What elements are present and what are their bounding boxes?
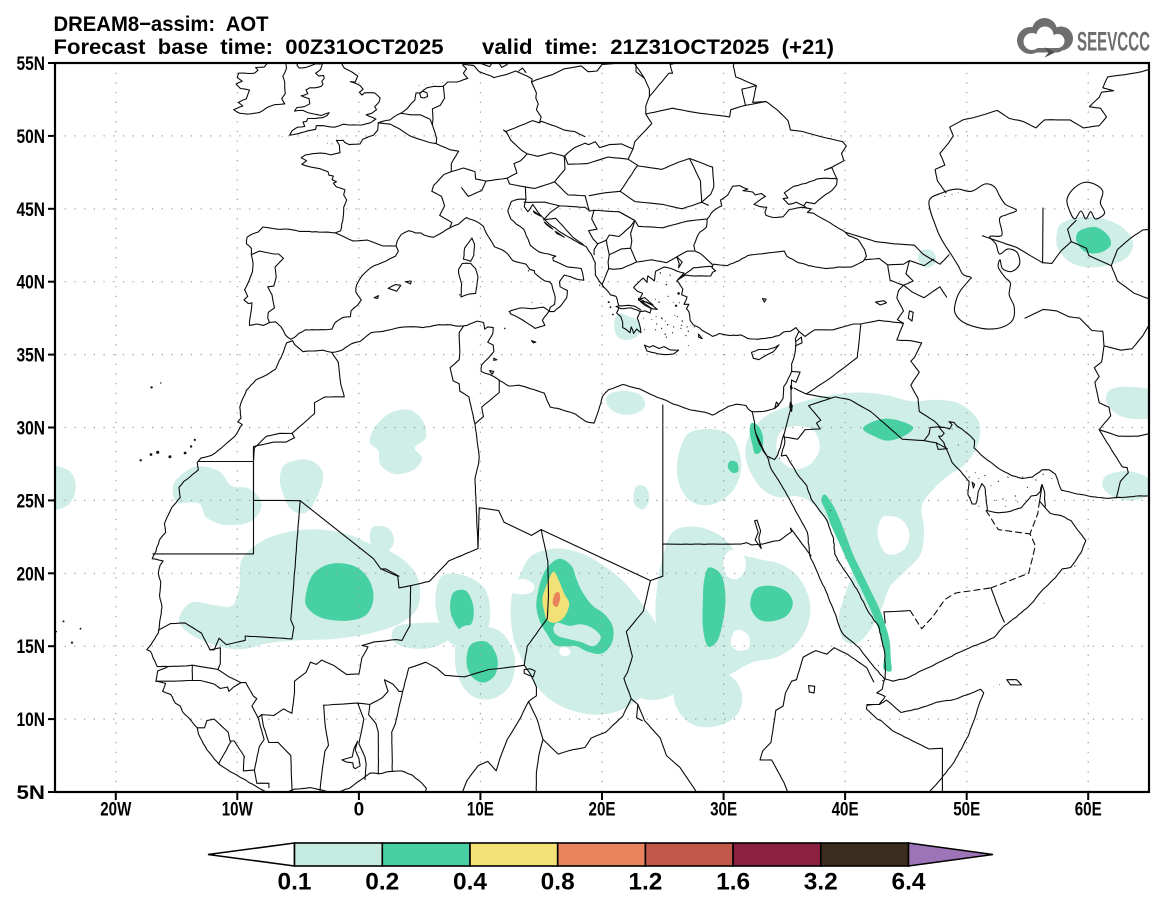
svg-text:1.2: 1.2 [628, 869, 662, 896]
svg-text:10W: 10W [222, 800, 253, 821]
svg-text:5N: 5N [17, 783, 46, 804]
svg-text:45N: 45N [17, 200, 46, 221]
svg-text:30N: 30N [17, 419, 46, 440]
svg-text:0.2: 0.2 [365, 869, 399, 896]
svg-text:40N: 40N [17, 273, 46, 294]
svg-text:0.8: 0.8 [541, 869, 575, 896]
svg-text:20W: 20W [100, 800, 131, 821]
svg-text:20E: 20E [589, 800, 616, 821]
svg-text:50E: 50E [953, 800, 980, 821]
svg-text:0.4: 0.4 [453, 869, 488, 896]
svg-text:40E: 40E [832, 800, 859, 821]
svg-text:1.6: 1.6 [716, 869, 750, 896]
svg-text:SEEVCCC: SEEVCCC [1077, 27, 1150, 57]
svg-text:15N: 15N [17, 637, 46, 658]
svg-text:0: 0 [354, 800, 365, 821]
svg-text:0.1: 0.1 [278, 869, 312, 896]
svg-text:30E: 30E [710, 800, 737, 821]
svg-text:10E: 10E [467, 800, 494, 821]
svg-text:60E: 60E [1075, 800, 1102, 821]
svg-text:valid time: 21Z31OCT2025 (+21): valid time: 21Z31OCT2025 (+21) [482, 35, 834, 59]
svg-text:DREAM8−assim: AOT: DREAM8−assim: AOT [54, 12, 269, 36]
svg-text:3.2: 3.2 [804, 869, 838, 896]
svg-text:55N: 55N [17, 54, 46, 75]
svg-text:Forecast base time: 00Z31OCT20: Forecast base time: 00Z31OCT2025 [54, 35, 444, 59]
svg-text:10N: 10N [17, 710, 46, 731]
svg-text:25N: 25N [17, 491, 46, 512]
svg-text:35N: 35N [17, 346, 46, 367]
svg-text:20N: 20N [17, 564, 46, 585]
svg-text:6.4: 6.4 [892, 869, 927, 896]
svg-text:50N: 50N [17, 127, 46, 148]
